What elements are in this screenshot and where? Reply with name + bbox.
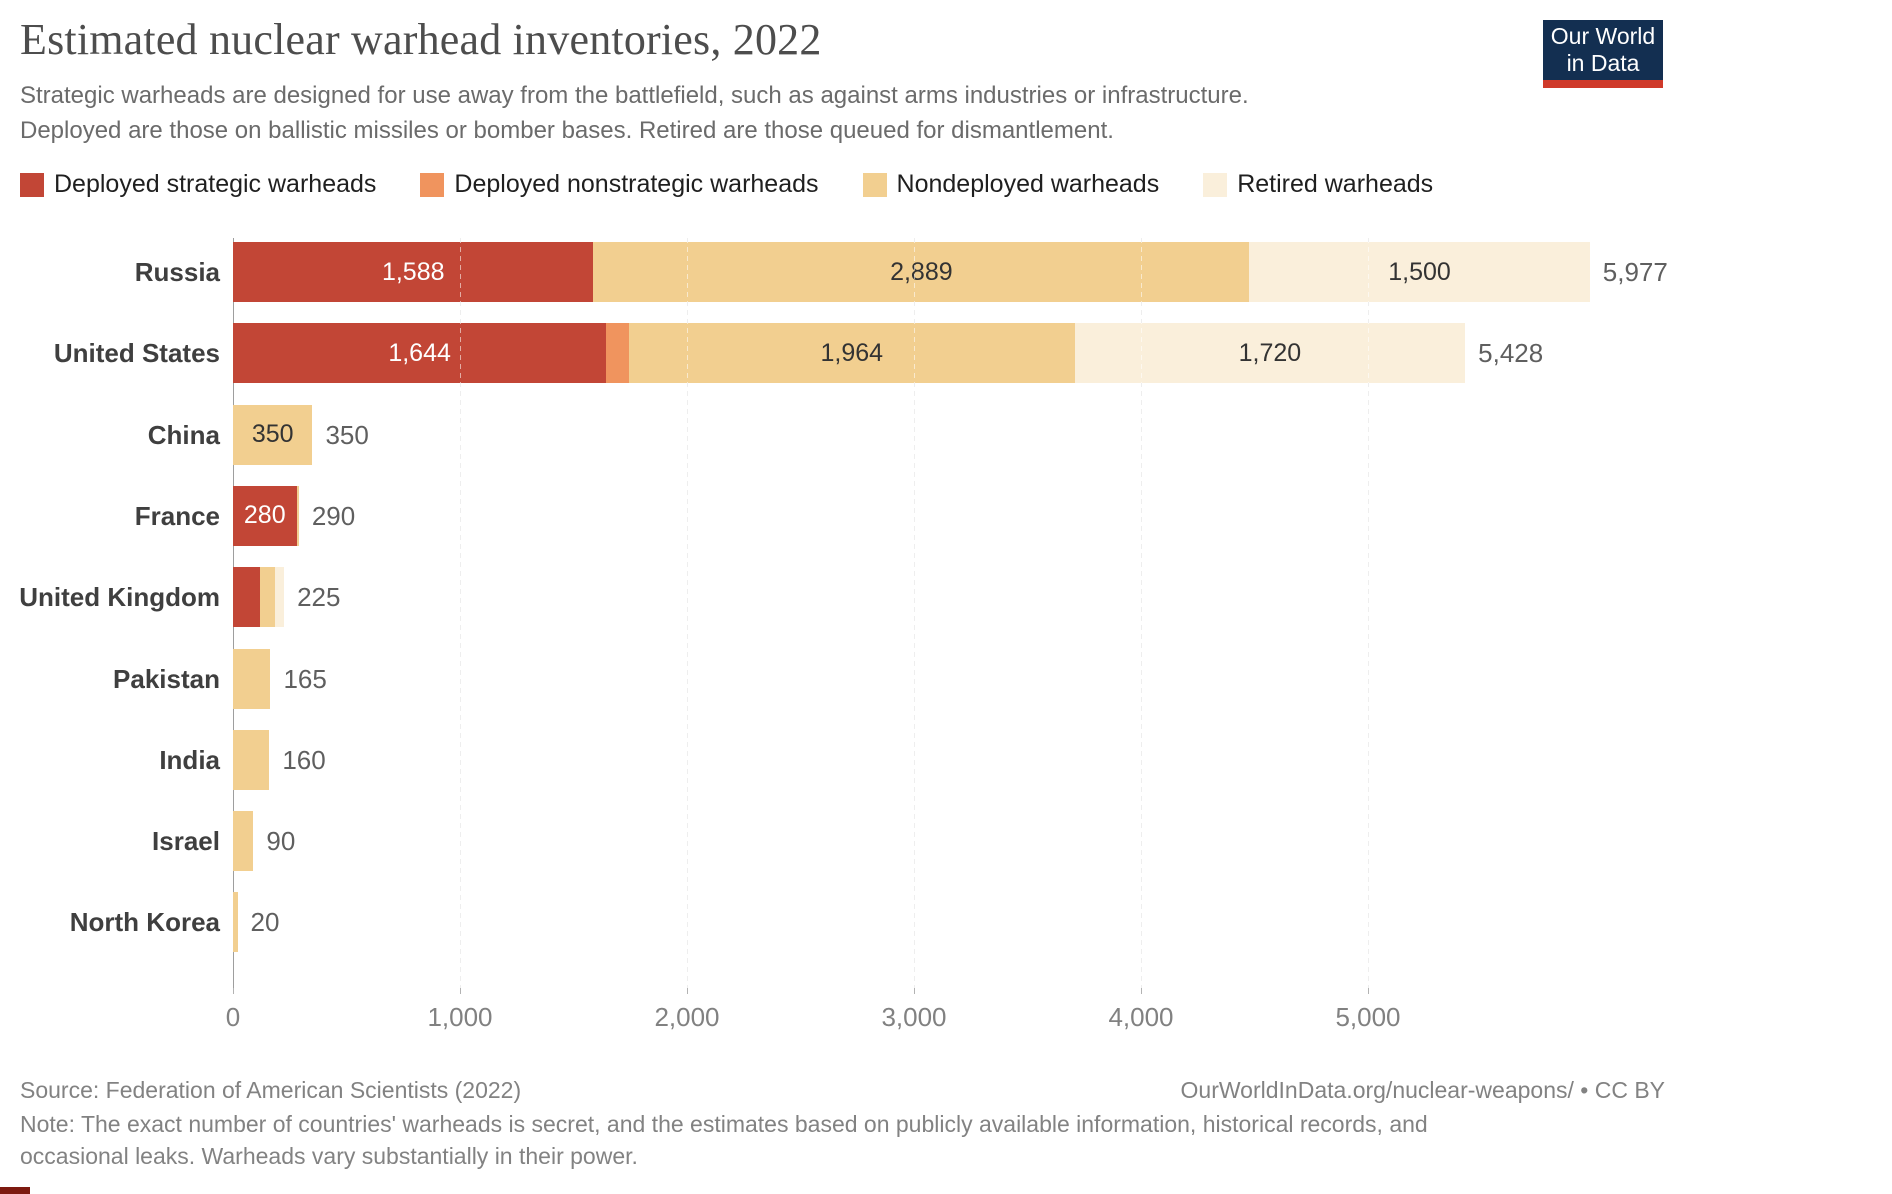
legend-item-1[interactable]: Deployed nonstrategic warheads [420,170,819,199]
subtitle-line-1: Strategic warheads are designed for use … [20,82,1249,109]
source-text: Source: Federation of American Scientist… [20,1077,522,1103]
row-label-russia: Russia [134,257,220,287]
bar-total-label: 5,977 [1602,257,1668,287]
bar-segment-nondeployed-warheads[interactable] [233,892,238,953]
chart-subtitle: Strategic warheads are designed for use … [20,78,1249,148]
bar-segment-nondeployed-warheads[interactable] [296,485,299,546]
bar-india [233,729,270,790]
row-label-united-states: United States [53,338,220,369]
subtitle-line-2: Deployed are those on ballistic missiles… [20,117,1114,144]
row-label-china: China [147,419,220,450]
legend-label: Deployed strategic warheads [54,170,377,198]
legend-item-2[interactable]: Nondeployed warheads [862,170,1160,199]
bar-total-label: 5,428 [1478,338,1544,369]
bar-value-label: 280 [243,501,286,530]
note-line-2: occasional leaks. Warheads vary substant… [20,1143,638,1169]
legend-label: Retired warheads [1237,170,1434,198]
bar-pakistan [233,648,271,709]
bar-segment-deployed-strategic-warheads[interactable]: 1,644 [233,323,607,384]
bar-value-label: 1,500 [1388,257,1451,286]
bar-total-label: 20 [250,907,280,938]
x-tick-mark [914,988,915,994]
row-label-india: India [159,744,220,775]
bar-value-label: 1,720 [1238,338,1302,367]
bar-united-kingdom [233,567,285,628]
bar-value-label: 2,889 [890,257,953,286]
row-label-pakistan: Pakistan [113,663,220,694]
bar-value-label: 350 [251,420,294,449]
bar-total-label: 160 [282,744,326,775]
footer-url-text: OurWorldInData.org/nuclear-weapons/ • CC… [1180,1077,1665,1103]
row-label-north-korea: North Korea [69,907,220,938]
bar-segment-retired-warheads[interactable]: 1,500 [1249,242,1590,302]
bar-segment-nondeployed-warheads[interactable] [233,648,271,709]
bar-total-label: 90 [266,826,296,857]
bar-segment-deployed-strategic-warheads[interactable]: 280 [233,485,297,546]
bar-value-label: 1,964 [820,338,884,367]
x-tick-mark [1368,988,1369,994]
bar-segment-nondeployed-warheads[interactable] [233,729,270,790]
bar-segment-deployed-strategic-warheads[interactable]: 1,588 [233,242,594,302]
row-label-united-kingdom: United Kingdom [19,582,220,613]
x-tick-mark [1141,988,1142,994]
bar-segment-nondeployed-warheads[interactable]: 1,964 [628,323,1075,384]
row-label-israel: Israel [152,826,220,857]
logo-line-2: in Data [1566,50,1640,76]
bar-segment-nondeployed-warheads[interactable]: 2,889 [593,242,1250,302]
gridline-overlay-3000 [914,238,915,988]
legend-item-0[interactable]: Deployed strategic warheads [20,170,376,199]
row-label-france: France [134,500,220,531]
legend-swatch-icon [420,172,445,197]
bar-total-label: 225 [297,582,341,613]
bar-total-label: 290 [311,500,356,531]
x-tick-mark [687,988,688,994]
x-tick-mark [460,988,461,994]
logo-line-1: Our World [1550,23,1656,49]
bar-segment-retired-warheads[interactable]: 1,720 [1074,323,1466,384]
note-text: Note: The exact number of countries' war… [20,1108,1428,1172]
gridline-overlay-1000 [460,238,461,988]
gridline-overlay-4000 [1141,238,1142,988]
x-tick-label: 3,000 [881,1002,947,1032]
bar-france: 280 [233,485,299,546]
bar-segment-retired-warheads[interactable] [274,567,285,628]
x-tick-label: 1,000 [427,1002,493,1032]
page-title: Estimated nuclear warhead inventories, 2… [20,15,822,64]
bar-china: 350 [233,404,313,465]
owid-logo: Our World in Data [1543,20,1663,88]
legend-item-3[interactable]: Retired warheads [1203,170,1433,199]
gridline-overlay-2000 [687,238,688,988]
bar-north-korea [233,892,238,953]
bar-israel [233,811,254,872]
legend-label: Deployed nonstrategic warheads [454,170,819,198]
bar-segment-nondeployed-warheads[interactable]: 350 [233,404,313,465]
bar-segment-nondeployed-warheads[interactable] [260,567,275,628]
bar-segment-deployed-strategic-warheads[interactable] [233,567,261,628]
bar-segment-nondeployed-warheads[interactable] [233,811,254,872]
bar-russia: 1,588 2,889 1,500 [233,242,1590,302]
legend: Deployed strategic warheads Deployed nons… [20,170,1433,199]
gridline-overlay-5000 [1368,238,1369,988]
bar-segment-deployed-nonstrategic-warheads[interactable] [606,323,629,384]
x-tick-label: 4,000 [1108,1002,1174,1032]
legend-swatch-icon [1203,172,1228,197]
bar-value-label: 1,588 [381,257,445,286]
note-line-1: Note: The exact number of countries' war… [20,1111,1428,1137]
x-tick-label: 5,000 [1335,1002,1401,1032]
legend-label: Nondeployed warheads [896,170,1160,198]
x-tick-label: 2,000 [654,1002,720,1032]
bottom-left-red-strip [0,1187,30,1194]
bar-total-label: 165 [283,663,327,694]
legend-swatch-icon [862,172,887,197]
x-tick-label: 0 [225,1002,241,1032]
bar-value-label: 1,644 [388,338,451,367]
bar-united-states: 1,644 1,964 1,720 [233,323,1466,384]
x-tick-mark [233,988,234,994]
legend-swatch-icon [20,172,44,197]
bar-total-label: 350 [325,419,369,450]
